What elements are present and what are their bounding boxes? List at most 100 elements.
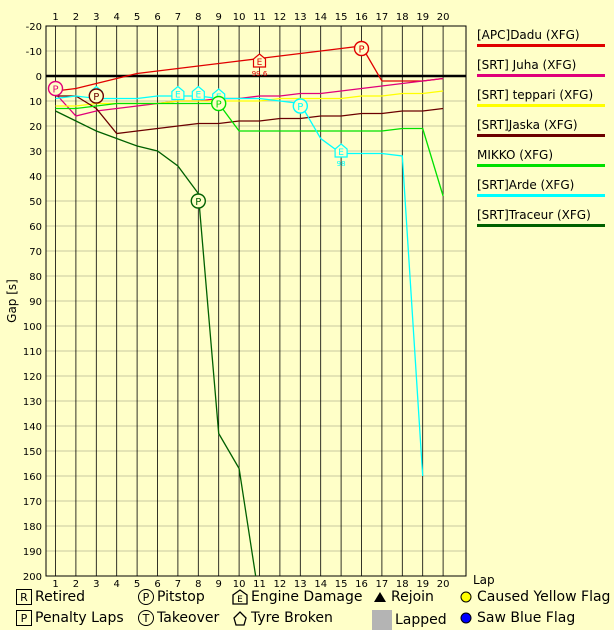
marker-engine-damage bbox=[252, 53, 267, 68]
series-line-3 bbox=[55, 95, 444, 135]
key-label: Rejoin bbox=[391, 589, 434, 605]
x-tick-label-top: 1 bbox=[52, 12, 58, 23]
marker-value-label: 98 bbox=[337, 160, 346, 168]
x-tick-label-bottom: 7 bbox=[175, 579, 181, 590]
x-tick-label-top: 2 bbox=[73, 12, 79, 23]
marker-pitstop-symbol: P bbox=[216, 100, 222, 111]
x-tick-label-bottom: 19 bbox=[416, 579, 429, 590]
y-tick-label: 160 bbox=[23, 472, 42, 483]
legend-entry-6: [SRT]Traceur (XFG) bbox=[477, 208, 591, 222]
y-tick-label: 170 bbox=[23, 497, 42, 508]
x-tick-label-bottom: 18 bbox=[396, 579, 409, 590]
x-tick-label-top: 14 bbox=[314, 12, 327, 23]
key-label: Caused Yellow Flag bbox=[477, 589, 611, 605]
y-tick-label: 200 bbox=[23, 572, 42, 583]
x-tick-label-bottom: 15 bbox=[335, 579, 348, 590]
x-tick-label-bottom: 8 bbox=[195, 579, 201, 590]
key-label: Engine Damage bbox=[251, 589, 363, 605]
key-label: Penalty Laps bbox=[35, 610, 124, 626]
y-tick-label: 180 bbox=[23, 522, 42, 533]
key-item-gray-square: Lapped bbox=[372, 610, 447, 630]
x-tick-label-top: 13 bbox=[294, 12, 307, 23]
legend-swatch-6 bbox=[477, 224, 605, 227]
y-axis-label: Gap [s] bbox=[5, 279, 19, 323]
x-tick-label-top: 9 bbox=[216, 12, 222, 23]
legend-entry-5: [SRT]Arde (XFG) bbox=[477, 178, 575, 192]
series-line-5 bbox=[55, 95, 424, 477]
marker-pitstop-symbol: P bbox=[195, 197, 201, 208]
x-tick-label-top: 6 bbox=[154, 12, 160, 23]
x-tick-label-bottom: 9 bbox=[216, 579, 222, 590]
legend-swatch-3 bbox=[477, 134, 605, 137]
marker-engine-damage bbox=[171, 85, 185, 101]
legend-swatch-4 bbox=[477, 164, 605, 167]
key-item-square: P Penalty Laps bbox=[16, 610, 124, 626]
x-tick-label-top: 10 bbox=[233, 12, 246, 23]
y-tick-label: 130 bbox=[23, 397, 42, 408]
legend-swatch-0 bbox=[477, 44, 605, 47]
series-line-6 bbox=[55, 110, 257, 576]
x-tick-label-top: 19 bbox=[416, 12, 429, 23]
key-item-star-tyre: Tyre Broken bbox=[232, 610, 333, 626]
circle-icon: T bbox=[138, 610, 154, 626]
series-line-0 bbox=[55, 45, 444, 92]
y-tick-label: 30 bbox=[29, 147, 42, 158]
y-tick-label: -20 bbox=[26, 22, 42, 33]
x-tick-label-top: 3 bbox=[93, 12, 99, 23]
y-tick-label: -10 bbox=[26, 47, 42, 58]
marker-penalty-laps bbox=[47, 80, 64, 97]
marker-pitstop bbox=[88, 88, 105, 104]
x-tick-label-top: 20 bbox=[437, 12, 450, 23]
x-tick-label-top: 11 bbox=[253, 12, 266, 23]
key-item-pentagon: E Engine Damage bbox=[232, 589, 363, 605]
legend-entry-0: [APC]Dadu (XFG) bbox=[477, 28, 580, 42]
legend-entry-2: [SRT] teppari (XFG) bbox=[477, 88, 594, 102]
key-item-blue-dot: Saw Blue Flag bbox=[458, 610, 575, 626]
x-tick-label-top: 16 bbox=[355, 12, 368, 23]
marker-pitstop-symbol: P bbox=[358, 45, 364, 56]
x-tick-label-bottom: 2 bbox=[73, 579, 79, 590]
y-tick-label: 20 bbox=[29, 122, 42, 133]
x-tick-label-bottom: 11 bbox=[253, 579, 266, 590]
key-label: Takeover bbox=[157, 610, 220, 626]
key-item-triangle: Rejoin bbox=[372, 589, 434, 605]
y-tick-label: 70 bbox=[29, 247, 42, 258]
y-tick-label: 0 bbox=[36, 72, 42, 83]
x-axis-label: Lap bbox=[473, 573, 495, 587]
pentagon-icon: E bbox=[232, 589, 248, 605]
yellow-dot-icon bbox=[458, 589, 474, 605]
marker-penalty-laps-symbol: P bbox=[52, 85, 58, 96]
y-tick-label: 150 bbox=[23, 447, 42, 458]
y-tick-label: 140 bbox=[23, 422, 42, 433]
y-tick-label: 40 bbox=[29, 172, 42, 183]
y-tick-label: 90 bbox=[29, 297, 42, 308]
star-tyre-icon bbox=[232, 610, 248, 626]
key-item-yellow-dot: Caused Yellow Flag bbox=[458, 589, 610, 605]
y-tick-label: 80 bbox=[29, 272, 42, 283]
x-tick-label-top: 4 bbox=[114, 12, 120, 23]
marker-pitstop bbox=[353, 40, 370, 57]
marker-pitstop bbox=[210, 95, 227, 112]
y-tick-label: 120 bbox=[23, 372, 42, 383]
key-label: Retired bbox=[35, 589, 86, 605]
key-label: Pitstop bbox=[157, 589, 205, 605]
legend-entry-4: MIKKO (XFG) bbox=[477, 148, 554, 162]
gray-square-icon bbox=[372, 610, 392, 630]
x-tick-label-top: 8 bbox=[195, 12, 201, 23]
square-icon: R bbox=[16, 589, 32, 605]
legend-swatch-2 bbox=[477, 104, 605, 107]
circle-icon: P bbox=[138, 589, 154, 605]
x-tick-label-bottom: 3 bbox=[93, 579, 99, 590]
x-tick-label-top: 17 bbox=[376, 12, 389, 23]
y-tick-label: 190 bbox=[23, 547, 42, 558]
legend-swatch-5 bbox=[477, 194, 605, 197]
y-tick-label: 110 bbox=[23, 347, 42, 358]
x-tick-label-bottom: 6 bbox=[154, 579, 160, 590]
square-icon: P bbox=[16, 610, 32, 626]
legend-swatch-1 bbox=[477, 74, 605, 77]
x-tick-label-bottom: 12 bbox=[274, 579, 287, 590]
x-tick-label-bottom: 5 bbox=[134, 579, 140, 590]
x-tick-label-top: 15 bbox=[335, 12, 348, 23]
x-tick-label-bottom: 14 bbox=[314, 579, 327, 590]
